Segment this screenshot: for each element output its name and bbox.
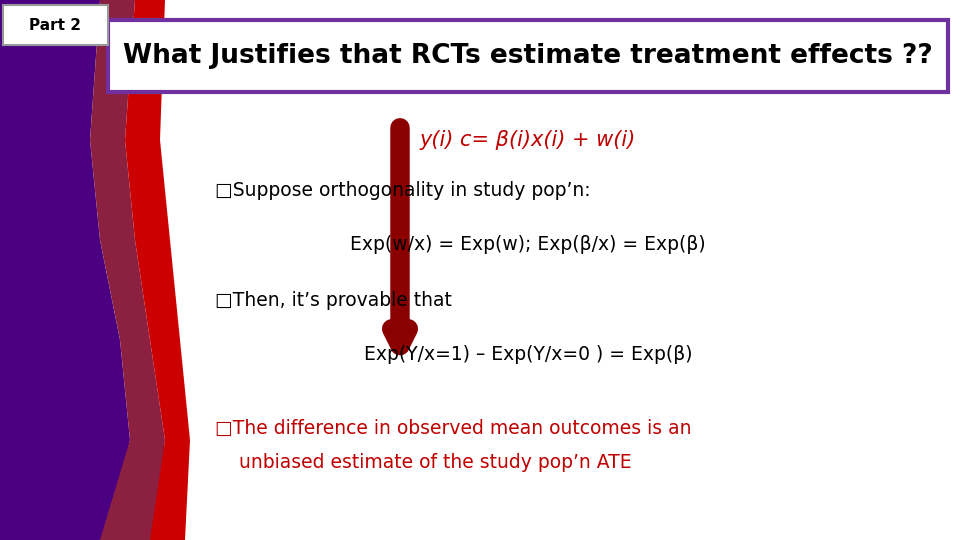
Text: □The difference in observed mean outcomes is an: □The difference in observed mean outcome… xyxy=(215,418,691,437)
Text: □Suppose orthogonality in study pop’n:: □Suppose orthogonality in study pop’n: xyxy=(215,180,590,199)
Polygon shape xyxy=(90,0,165,540)
Polygon shape xyxy=(0,0,130,540)
Text: □Then, it’s provable that: □Then, it’s provable that xyxy=(215,291,452,309)
Text: Part 2: Part 2 xyxy=(29,17,81,32)
Text: Exp(Y/x=1) – Exp(Y/x=0 ) = Exp(β): Exp(Y/x=1) – Exp(Y/x=0 ) = Exp(β) xyxy=(364,346,692,365)
FancyBboxPatch shape xyxy=(108,20,948,92)
Text: y(i) c= β(i)x(i) + w(i): y(i) c= β(i)x(i) + w(i) xyxy=(420,130,636,150)
Text: Exp(w/x) = Exp(w); Exp(β/x) = Exp(β): Exp(w/x) = Exp(w); Exp(β/x) = Exp(β) xyxy=(350,235,706,254)
Text: What Justifies that RCTs estimate treatment effects ??: What Justifies that RCTs estimate treatm… xyxy=(123,43,933,69)
Polygon shape xyxy=(125,0,190,540)
FancyArrowPatch shape xyxy=(392,128,408,346)
FancyBboxPatch shape xyxy=(3,5,108,45)
Text: unbiased estimate of the study pop’n ATE: unbiased estimate of the study pop’n ATE xyxy=(215,453,632,471)
